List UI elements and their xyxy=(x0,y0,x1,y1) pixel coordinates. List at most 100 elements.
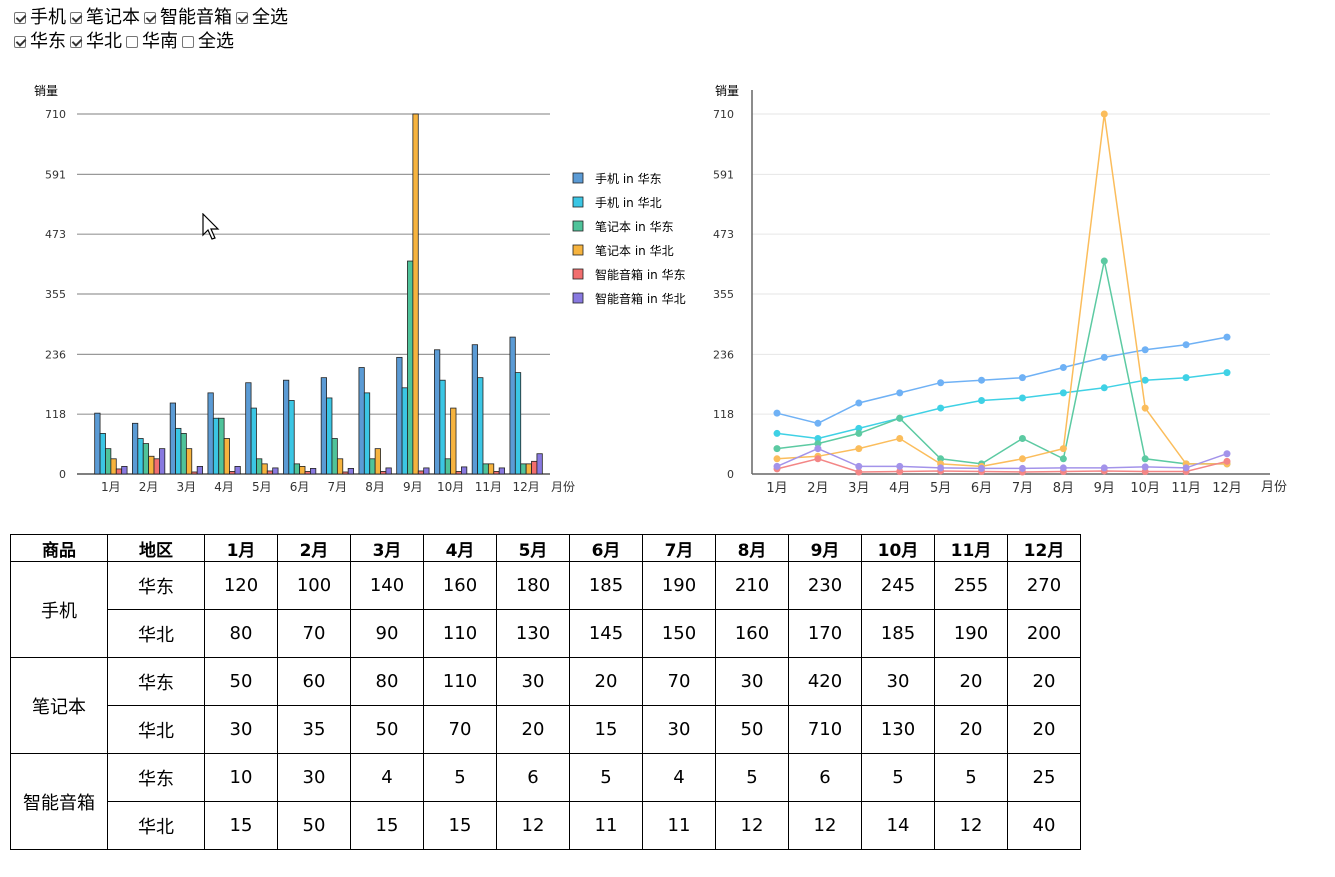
table-header-cell: 9月 xyxy=(788,534,862,562)
region-option-select-all[interactable]: 全选 xyxy=(182,30,234,54)
x-tick-label: 5月 xyxy=(930,481,951,496)
bar xyxy=(288,400,295,475)
value-cell: 12 xyxy=(788,801,862,850)
x-tick-label: 10月 xyxy=(437,480,464,494)
legend-label: 手机 in 华东 xyxy=(595,172,662,186)
bar xyxy=(342,471,349,475)
bar xyxy=(121,465,128,475)
data-point xyxy=(814,440,822,448)
x-tick-label: 9月 xyxy=(1094,481,1115,496)
value-cell: 170 xyxy=(788,609,862,658)
region-option-south[interactable]: 华南 xyxy=(126,30,178,54)
value-cell: 20 xyxy=(934,657,1008,706)
south-checkbox[interactable] xyxy=(126,36,138,48)
east-checkbox[interactable] xyxy=(14,36,26,48)
x-axis-label: 月份 xyxy=(551,480,575,494)
series-line xyxy=(776,113,1227,468)
region-option-east[interactable]: 华东 xyxy=(14,30,66,54)
laptop-checkbox[interactable] xyxy=(70,12,82,24)
north-checkbox[interactable] xyxy=(70,36,82,48)
bar xyxy=(310,468,317,475)
y-tick-label: 0 xyxy=(59,468,66,481)
bar xyxy=(369,458,376,475)
bar xyxy=(493,471,500,475)
table-header-cell: 6月 xyxy=(569,534,643,562)
bar xyxy=(477,377,484,475)
value-cell: 80 xyxy=(350,657,424,706)
value-cell: 12 xyxy=(934,801,1008,850)
bar xyxy=(525,463,532,475)
value-cell: 15 xyxy=(350,801,424,850)
bar xyxy=(115,468,123,475)
y-tick-label: 0 xyxy=(727,468,734,481)
y-tick-label: 710 xyxy=(713,108,734,121)
x-tick-label: 4月 xyxy=(889,481,910,496)
product-select-all-label: 全选 xyxy=(252,7,288,28)
legend-swatch xyxy=(572,268,584,280)
data-point xyxy=(1018,374,1026,382)
value-cell: 5 xyxy=(423,753,497,802)
laptop-label: 笔记本 xyxy=(86,7,140,28)
product-cell: 笔记本 xyxy=(10,657,108,754)
value-cell: 120 xyxy=(204,561,278,610)
x-tick-label: 3月 xyxy=(848,481,869,496)
data-point xyxy=(773,429,781,437)
data-point xyxy=(773,455,781,463)
data-point xyxy=(1141,455,1149,463)
table-header-cell: 10月 xyxy=(861,534,935,562)
value-cell: 30 xyxy=(277,753,351,802)
bar xyxy=(234,465,241,475)
product-select-all-checkbox[interactable] xyxy=(236,12,248,24)
bar xyxy=(461,466,468,475)
phone-checkbox[interactable] xyxy=(14,12,26,24)
data-point xyxy=(1059,455,1067,463)
data-point xyxy=(1223,333,1231,341)
value-cell: 710 xyxy=(788,705,862,754)
south-label: 华南 xyxy=(142,31,178,52)
value-cell: 420 xyxy=(788,657,862,706)
value-cell: 90 xyxy=(350,609,424,658)
table-header-cell: 3月 xyxy=(350,534,424,562)
value-cell: 140 xyxy=(350,561,424,610)
table-header-cell: 地区 xyxy=(107,534,205,562)
product-option-speaker[interactable]: 智能音箱 xyxy=(144,6,232,30)
bar xyxy=(283,379,290,475)
y-tick-label: 118 xyxy=(45,408,66,421)
product-option-select-all[interactable]: 全选 xyxy=(236,6,288,30)
value-cell: 6 xyxy=(788,753,862,802)
data-point xyxy=(937,464,945,472)
bar xyxy=(380,471,387,475)
value-cell: 245 xyxy=(861,561,935,610)
value-cell: 4 xyxy=(642,753,716,802)
product-option-laptop[interactable]: 笔记本 xyxy=(70,6,140,30)
data-point xyxy=(1182,374,1190,382)
bar xyxy=(185,448,193,475)
data-point xyxy=(855,424,863,432)
value-cell: 50 xyxy=(204,657,278,706)
data-point xyxy=(1223,450,1231,458)
bar xyxy=(514,372,522,475)
bar xyxy=(455,471,462,475)
value-cell: 5 xyxy=(934,753,1008,802)
x-tick-label: 9月 xyxy=(403,480,423,494)
bar xyxy=(110,458,117,475)
value-cell: 20 xyxy=(1007,657,1081,706)
x-tick-label: 10月 xyxy=(1130,481,1160,496)
table-row: 华北 80 70 90 110 130 145 150 160 170 185 190 200 xyxy=(11,609,1081,658)
speaker-label: 智能音箱 xyxy=(160,7,232,28)
value-cell: 70 xyxy=(642,657,716,706)
bar xyxy=(450,407,457,475)
product-option-phone[interactable]: 手机 xyxy=(14,6,66,30)
region-option-north[interactable]: 华北 xyxy=(70,30,122,54)
data-point xyxy=(855,399,863,407)
bar xyxy=(423,467,430,475)
x-tick-label: 4月 xyxy=(214,480,234,494)
bar xyxy=(439,379,446,475)
value-cell: 110 xyxy=(423,657,497,706)
bar xyxy=(218,417,225,475)
speaker-checkbox[interactable] xyxy=(144,12,156,24)
table-header-cell: 12月 xyxy=(1007,534,1081,562)
value-cell: 20 xyxy=(496,705,570,754)
region-select-all-checkbox[interactable] xyxy=(182,36,194,48)
bar xyxy=(196,465,203,475)
